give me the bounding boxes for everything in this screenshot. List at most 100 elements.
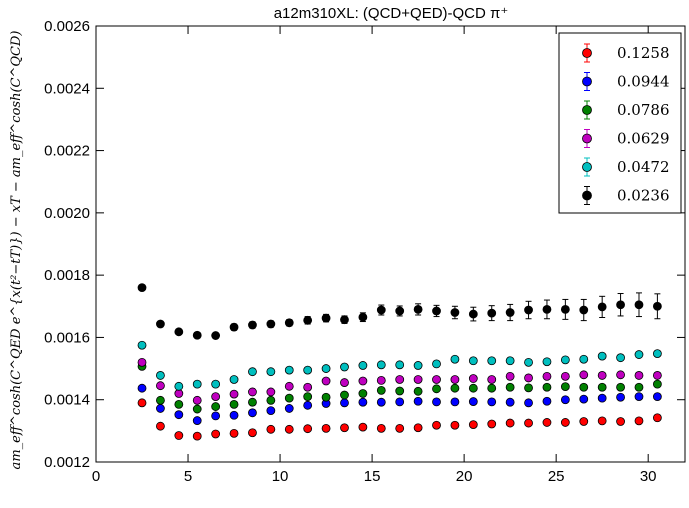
- data-point: [450, 354, 460, 364]
- data-point: [432, 375, 441, 384]
- data-point: [524, 357, 533, 367]
- data-point: [248, 397, 257, 407]
- data-point: [413, 375, 423, 384]
- data-point: [174, 431, 184, 440]
- data-point: [266, 406, 276, 416]
- y-tick-label: 0.0014: [44, 392, 90, 409]
- data-point: [358, 422, 368, 432]
- data-point: [450, 383, 460, 393]
- series-0.0236: [137, 283, 662, 340]
- data-point: [505, 418, 515, 428]
- data-point: [321, 376, 331, 386]
- data-point: [542, 371, 552, 381]
- data-point: [413, 361, 423, 370]
- data-point: [542, 304, 552, 314]
- data-point: [468, 356, 478, 366]
- data-point: [395, 375, 405, 384]
- legend-marker: [582, 162, 592, 172]
- data-point: [211, 331, 221, 340]
- y-tick-label: 0.0018: [44, 267, 90, 284]
- y-tick-label: 0.0012: [44, 454, 90, 471]
- data-point: [505, 382, 515, 392]
- data-point: [340, 390, 349, 400]
- data-point: [487, 383, 497, 393]
- data-point: [652, 301, 662, 311]
- data-point: [616, 382, 625, 392]
- data-point: [450, 397, 460, 407]
- data-point: [358, 397, 368, 407]
- y-tick-label: 0.0026: [44, 18, 90, 35]
- data-point: [284, 381, 294, 391]
- data-point: [248, 408, 257, 418]
- data-point: [303, 315, 313, 325]
- data-point: [192, 416, 202, 425]
- legend-label: 0.0786: [617, 101, 670, 119]
- data-point: [192, 330, 202, 340]
- data-point: [652, 379, 662, 389]
- data-point: [597, 371, 607, 380]
- data-point: [192, 431, 202, 441]
- data-point: [579, 370, 589, 380]
- data-point: [284, 393, 294, 403]
- data-point: [303, 400, 313, 410]
- y-tick-label: 0.0020: [44, 205, 90, 222]
- x-tick-label: 25: [548, 468, 565, 485]
- data-point: [616, 417, 625, 426]
- data-point: [229, 410, 239, 420]
- series-0.0629: [137, 357, 662, 405]
- data-point: [211, 429, 221, 439]
- data-point: [579, 382, 589, 392]
- data-point: [358, 376, 368, 386]
- data-point: [395, 386, 405, 396]
- data-point: [505, 356, 515, 366]
- data-point: [303, 424, 313, 434]
- legend-marker: [582, 105, 592, 115]
- legend-marker: [582, 76, 592, 87]
- data-point: [284, 318, 294, 328]
- data-point: [340, 378, 349, 387]
- data-point: [229, 428, 239, 438]
- y-tick-label: 0.0024: [44, 80, 90, 97]
- x-tick-label: 5: [184, 468, 192, 485]
- data-point: [321, 392, 331, 402]
- legend-label: 0.0236: [617, 187, 670, 205]
- y-tick-label: 0.0022: [44, 143, 90, 160]
- legend-box: [558, 32, 682, 214]
- data-point: [340, 315, 349, 325]
- y-axis-label: am_eff^cosh(C^QED e^{x(t²−tT)}) − xT − a…: [9, 31, 24, 470]
- data-point: [192, 404, 202, 414]
- data-point: [284, 365, 294, 375]
- data-point: [579, 305, 589, 315]
- data-point: [560, 382, 570, 392]
- data-point: [634, 371, 644, 380]
- data-point: [156, 319, 165, 329]
- data-point: [284, 424, 294, 434]
- data-point: [395, 306, 405, 316]
- chart-title: a12m310XL: (QCD+QED)-QCD π⁺: [274, 5, 509, 22]
- data-point: [211, 402, 221, 411]
- data-point: [597, 351, 607, 361]
- data-point: [652, 392, 662, 402]
- data-point: [340, 398, 349, 408]
- data-point: [174, 381, 184, 391]
- data-point: [579, 394, 589, 404]
- data-point: [266, 424, 276, 434]
- data-point: [284, 404, 294, 413]
- data-point: [266, 367, 276, 377]
- data-point: [634, 350, 644, 359]
- data-point: [303, 365, 313, 375]
- data-point: [634, 416, 644, 426]
- data-point: [560, 418, 570, 427]
- data-point: [229, 375, 239, 384]
- legend: 0.1258 0.0944 0.0786 0.0629 0.0472 0.0236: [558, 32, 682, 214]
- data-point: [321, 364, 331, 373]
- data-point: [376, 360, 386, 370]
- data-point: [192, 379, 202, 389]
- data-point: [634, 382, 644, 392]
- data-point: [487, 356, 497, 366]
- data-point: [487, 397, 497, 407]
- data-point: [432, 359, 441, 369]
- data-point: [248, 428, 257, 438]
- data-point: [468, 420, 478, 430]
